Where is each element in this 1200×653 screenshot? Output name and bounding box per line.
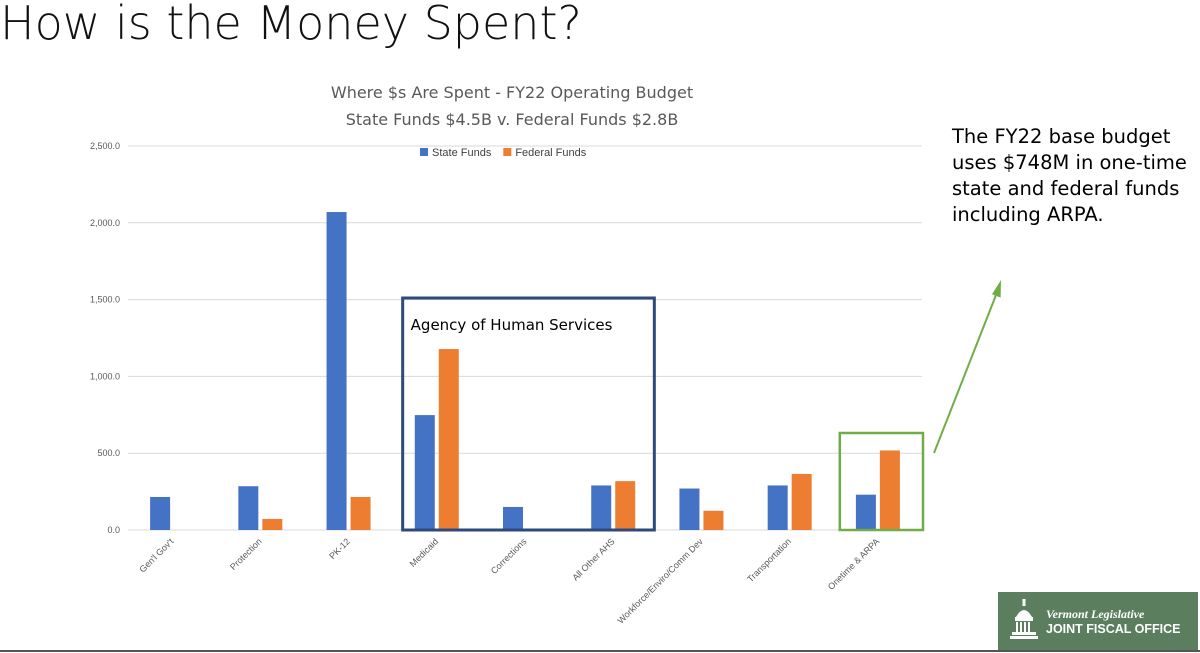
jfo-logo: Vermont Legislative JOINT FISCAL OFFICE <box>998 592 1198 650</box>
chart-subtitle: State Funds $4.5B v. Federal Funds $2.8B <box>346 110 679 129</box>
x-tick-label: Corrections <box>489 536 529 576</box>
x-tick-label: Gen'l Gov't <box>137 536 176 575</box>
x-tick-label: All Other AHS <box>570 536 616 582</box>
y-tick-label: 0.0 <box>107 525 120 535</box>
x-tick-label: Protection <box>228 536 264 572</box>
bar-federal-funds <box>615 481 636 530</box>
y-tick-label: 1,500.0 <box>90 295 120 305</box>
bar-federal-funds <box>350 496 371 530</box>
bar-state-funds <box>503 506 523 530</box>
chart-title: Where $s Are Spent - FY22 Operating Budg… <box>331 83 693 102</box>
bar-state-funds <box>414 415 435 530</box>
x-tick-label: Workforce/Enviro/Comm Dev <box>616 536 706 626</box>
callout-text: The FY22 base budget uses $748M in one-t… <box>952 125 1187 226</box>
gridlines <box>128 145 922 531</box>
x-axis-ticks: Gen'l Gov't Protection PK-12 Medicaid Correc… <box>137 536 881 626</box>
logo-line-2: JOINT FISCAL OFFICE <box>1046 622 1181 636</box>
bar-state-funds <box>855 494 876 530</box>
y-tick-label: 2,000.0 <box>90 218 120 228</box>
bar-state-funds <box>150 496 171 530</box>
bar-federal-funds <box>879 450 900 530</box>
logo-line-1: Vermont Legislative <box>1046 607 1145 621</box>
legend-label: State Funds <box>432 147 492 159</box>
arpa-highlight-box <box>838 431 925 532</box>
legend-swatch <box>503 148 512 156</box>
legend: State Funds Federal Funds <box>420 147 587 159</box>
bars <box>150 212 900 530</box>
y-tick-label: 500.0 <box>97 448 120 458</box>
bar-state-funds <box>326 212 347 530</box>
slide-title: How is the Money Spent? <box>0 0 582 50</box>
x-tick-label: Transportation <box>745 536 793 584</box>
ahs-group-label: Agency of Human Services <box>411 316 613 334</box>
x-tick-label: Onetime & ARPA <box>826 536 881 591</box>
x-tick-label: Medicaid <box>408 536 441 569</box>
bar-state-funds <box>238 486 259 530</box>
y-tick-label: 2,500.0 <box>90 141 120 151</box>
capitol-dome-icon <box>1010 599 1038 639</box>
callout-arrowhead <box>992 280 1001 298</box>
callout-arrow <box>933 289 999 454</box>
y-tick-label: 1,000.0 <box>90 371 120 381</box>
bar-state-funds <box>591 485 612 530</box>
y-axis-ticks: 0.0 500.0 1,000.0 1,500.0 2,000.0 2,500.0 <box>90 141 120 535</box>
legend-swatch <box>420 148 428 156</box>
bar-federal-funds <box>262 518 283 530</box>
legend-label: Federal Funds <box>515 147 586 159</box>
bottom-divider <box>0 650 1200 652</box>
ahs-group-box <box>401 296 656 532</box>
bar-state-funds <box>679 488 700 530</box>
bar-state-funds <box>767 485 788 530</box>
annotations: Agency of Human Services <box>401 280 1001 532</box>
bar-federal-funds <box>703 510 724 530</box>
bar-federal-funds <box>438 349 459 530</box>
x-tick-label: PK-12 <box>327 536 352 561</box>
bar-federal-funds <box>791 473 812 530</box>
